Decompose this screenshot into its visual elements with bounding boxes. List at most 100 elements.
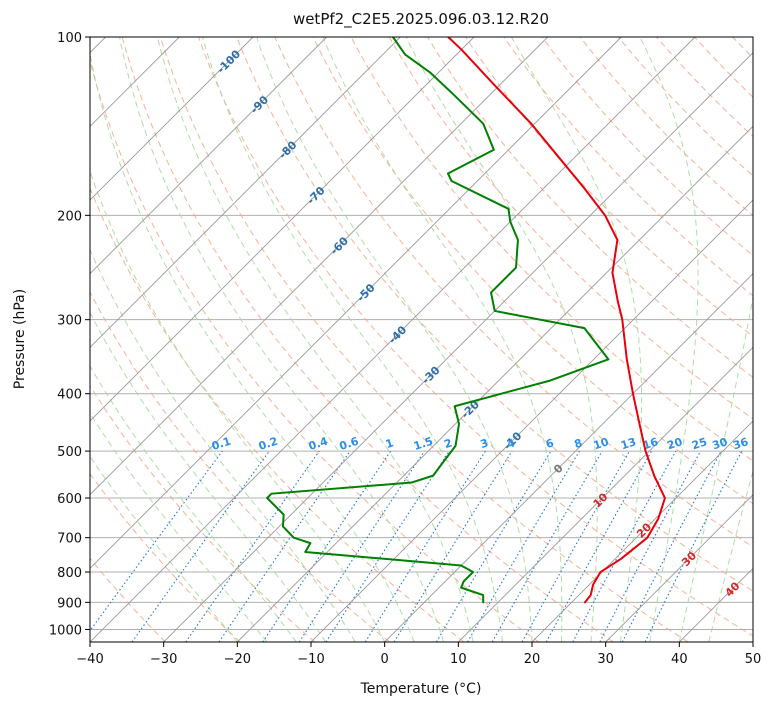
y-tick-label: 1000 [49,623,82,638]
mixing-ratio-line [572,450,677,642]
isotherm-line [237,125,753,642]
isotherm-line [752,641,753,642]
dry-adiabat [90,472,241,642]
x-tick-label: −10 [297,652,324,667]
moist-adiabat [90,311,327,642]
mixing-ratio-line [90,450,223,632]
dry-adiabat [388,37,753,420]
x-tick-label: −40 [76,652,103,667]
moist-adiabat [90,169,386,642]
dry-adiabat [312,37,753,505]
x-axis-label: Temperature (°C) [360,681,482,697]
x-tick-label: 20 [524,652,541,667]
moist-adiabat [639,37,699,642]
mixing-ratio-label: 36 [731,435,750,452]
dry-adiabat [159,37,689,642]
dewpoint-line [266,37,610,604]
dry-adiabat [121,37,614,642]
moist-adiabat [90,248,356,642]
dry-adiabat [198,37,753,637]
skewed-isotherms [90,37,753,642]
isotherm-line [679,567,753,642]
dry-adiabat [274,37,753,548]
dry-adiabat [655,37,753,138]
moist-adiabat [322,37,563,642]
x-tick-label: 50 [745,652,762,667]
dry-adiabat [350,37,753,462]
isotherm-line [531,420,753,642]
y-tick-label: 900 [57,596,82,611]
dry-adiabat [541,37,753,257]
y-tick-label: 800 [57,566,82,581]
x-tick-label: 30 [597,652,614,667]
mixing-ratio-label: 16 [641,435,660,452]
mixing-ratio-line [599,450,702,642]
mixing-ratio-label: 2 [443,436,454,451]
y-tick-label: 500 [57,445,82,460]
y-tick-label: 400 [57,388,82,403]
moist-adiabat [256,37,533,642]
isotherm-label: -30 [419,364,442,387]
isotherm-line [163,52,753,642]
mixing-ratio-label: 1 [384,436,395,451]
moist-adiabat [678,294,753,642]
mixing-ratio-line [131,450,270,642]
x-tick-label: −30 [150,652,177,667]
mixing-ratio-label: 10 [592,435,611,452]
isotherm-label: -60 [328,234,351,257]
isotherm-line [458,346,753,642]
isotherm-line [90,37,327,275]
mixing-ratio-label: 6 [544,436,556,451]
dry-adiabat [771,37,775,642]
mixing-ratio-label: 8 [573,436,584,451]
mixing-ratio-label: 0.1 [210,435,233,453]
mixing-ratio-line [521,450,630,642]
mixing-ratio-label: 0.6 [338,434,361,452]
isotherm-label: -70 [304,184,327,207]
moist-adiabat [405,37,598,642]
dry-adiabats [90,37,775,642]
mixing-ratio-line [185,450,320,642]
moist-adiabat [90,52,415,642]
y-axis-ticks: 100 200 300 400 500 600 700 800 900 1000 [49,31,90,638]
isotherm-line [90,37,475,422]
isotherm-line [90,37,254,201]
dry-adiabat [426,37,753,378]
dry-adiabat [503,37,753,297]
mixing-ratio-label: 0.4 [307,434,330,452]
pressure-grid [90,37,753,630]
dry-adiabat [732,37,753,59]
mixing-ratio-line [364,450,486,642]
isotherm-label: -40 [386,323,409,346]
mixing-ratio-label: 0.2 [257,435,280,453]
y-tick-label: 700 [57,532,82,547]
mixing-ratio-label: 30 [711,435,730,452]
moist-adiabat [510,37,643,642]
mixing-ratio-line [393,450,513,642]
x-axis-ticks: −40 −30 −20 −10 0 10 20 30 40 50 [76,642,761,667]
temperature-line [447,37,666,604]
y-tick-label: 600 [57,492,82,507]
moist-adiabat [90,365,297,642]
plot-frame [89,36,754,643]
plot-area: -100-90-80-70-60-50-40-30-20-10010203040… [90,37,775,642]
moist-adiabat [119,37,445,642]
mixing-ratio-lines [90,450,743,642]
x-tick-label: −20 [224,652,251,667]
mixing-ratio-label: 20 [665,435,684,452]
moist-adiabat [90,455,238,642]
isotherm-line [90,37,548,496]
mixing-ratio-label: 3 [479,436,490,451]
dry-adiabat [90,291,390,642]
y-tick-label: 200 [57,209,82,224]
mixing-ratio-line [325,450,450,642]
mixing-ratio-label: 4 [505,436,517,451]
isotherm-line [310,199,753,642]
isotherm-line [605,494,753,642]
dry-adiabat [90,384,316,642]
y-axis-label: Pressure (hPa) [12,289,28,389]
dry-adiabat [694,37,753,98]
dry-adiabat [236,37,753,592]
moist-adiabats [90,37,753,642]
